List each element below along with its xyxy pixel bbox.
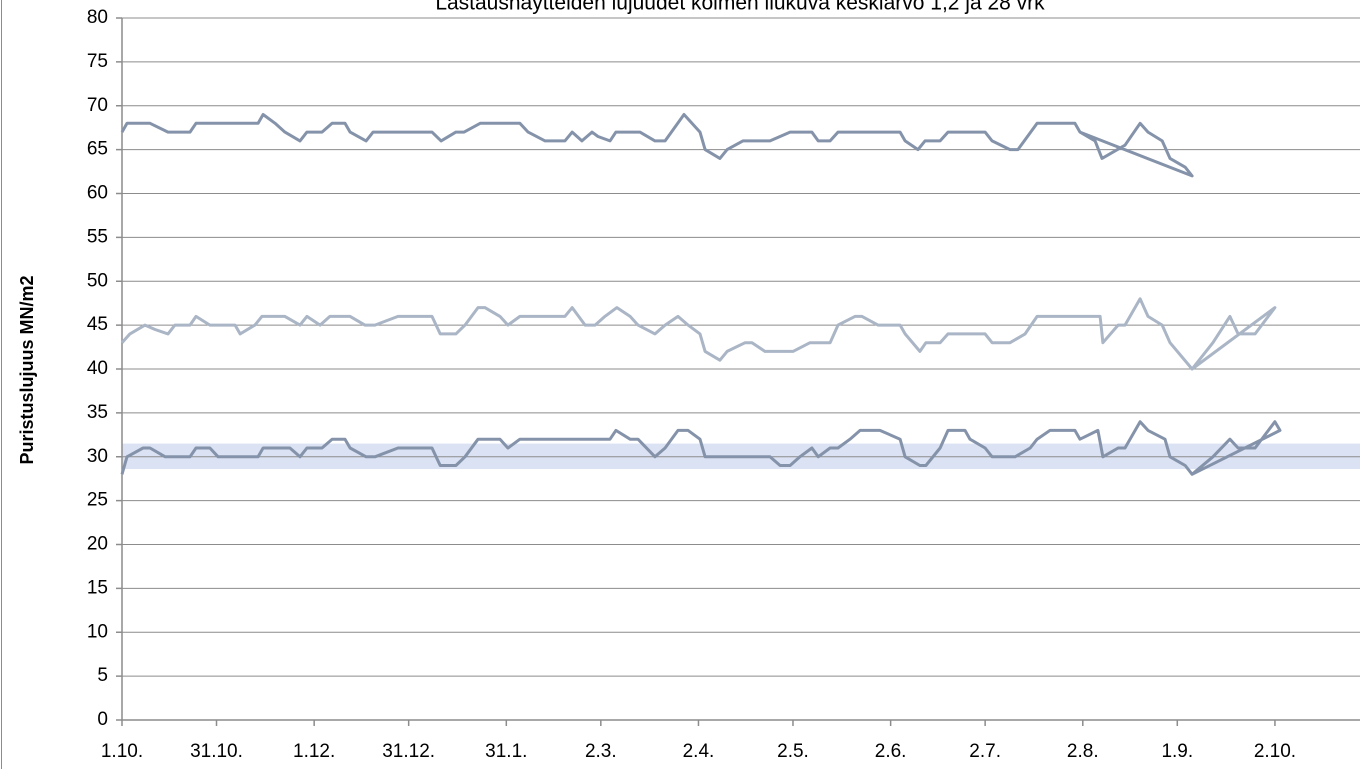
x-tick-label: 2.4. [683,741,715,762]
y-tick-label: 55 [87,226,108,247]
data-line [120,420,1282,476]
x-tick-label: 31.10. [190,741,243,762]
y-tick-label: 30 [87,446,108,467]
y-tick-label: 25 [87,490,108,511]
y-tick-label: 60 [87,183,108,204]
data-line [120,113,1194,178]
y-tick-label: 70 [87,95,108,116]
x-tick-label: 31.1. [485,741,527,762]
x-tick-label: 2.5. [777,741,809,762]
x-tick-label: 2.6. [875,741,907,762]
y-tick-label: 0 [97,709,108,730]
x-tick-label: 31.12. [382,741,435,762]
y-tick-label: 80 [87,7,108,28]
data-line [120,297,1277,371]
y-tick-label: 65 [87,139,108,160]
y-tick-label: 10 [87,621,108,642]
y-tick-label: 20 [87,534,108,555]
x-tick-label: 1.9. [1161,741,1193,762]
y-axis-label: Puristuslujuus MN/m2 [17,275,37,464]
chart-title: Lastausnäytteiden lujuudet kolmen liukuv… [435,0,1045,15]
y-tick-label: 50 [87,270,108,291]
y-tick-label: 35 [87,402,108,423]
x-tick-label: 1.12. [293,741,335,762]
y-tick-label: 5 [97,665,108,686]
x-tick-label: 2.10. [1254,741,1296,762]
x-tick-label: 2.7. [969,741,1001,762]
y-tick-label: 40 [87,358,108,379]
y-tick-label: 45 [87,314,108,335]
y-tick-label: 15 [87,577,108,598]
y-tick-label: 75 [87,51,108,72]
x-tick-label: 1.10. [101,741,143,762]
x-tick-label: 2.3. [585,741,617,762]
x-tick-label: 2.8. [1067,741,1099,762]
